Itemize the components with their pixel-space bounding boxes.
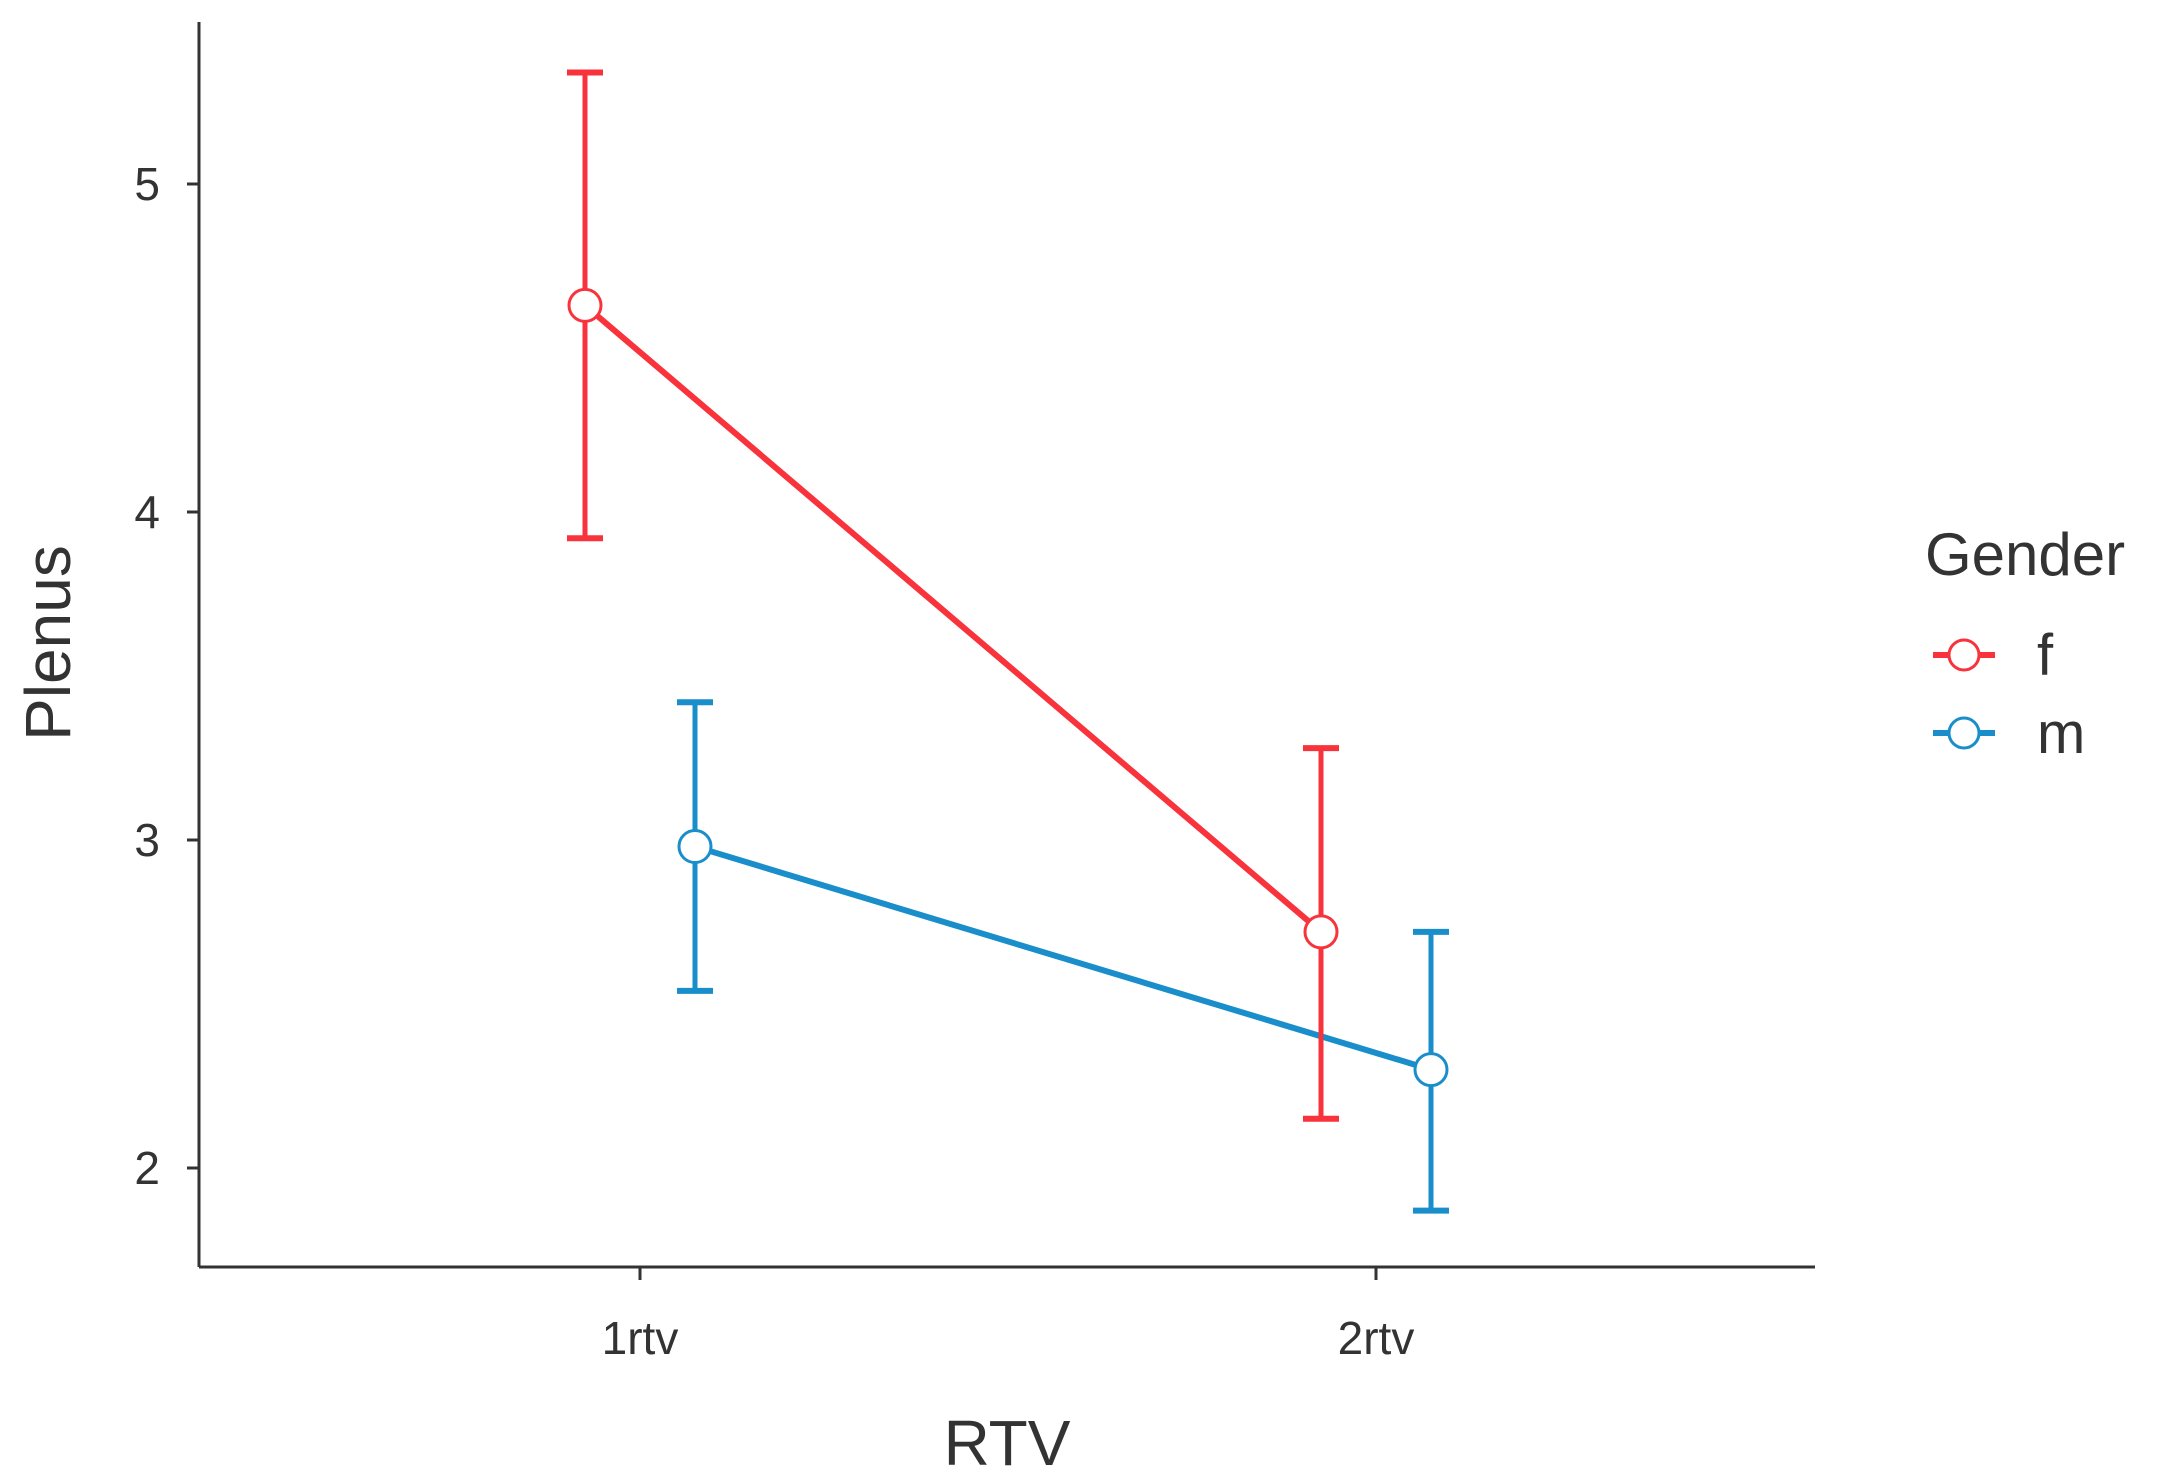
legend-title: Gender (1925, 521, 2125, 588)
legend-key-point (1947, 638, 1981, 672)
data-point-f (1303, 914, 1339, 950)
series-line-f (583, 303, 1323, 935)
series-layer (567, 69, 1449, 1214)
y-ticks: 2 3 4 5 (134, 158, 199, 1194)
y-tick-label: 2 (134, 1142, 160, 1194)
y-axis-title: Plenus (12, 545, 84, 741)
series-line-m (694, 843, 1432, 1073)
data-point-m (1413, 1052, 1449, 1088)
y-tick-label: 3 (134, 814, 160, 866)
legend-key-point (1947, 716, 1981, 750)
x-tick-label: 2rtv (1338, 1312, 1415, 1364)
data-point-m (677, 829, 713, 865)
x-axis-title: RTV (944, 1407, 1071, 1479)
x-tick-label: 1rtv (602, 1312, 679, 1364)
data-point-f (567, 287, 603, 323)
y-tick-label: 4 (134, 486, 160, 538)
legend: Gender fm (1925, 521, 2125, 766)
y-tick-label: 5 (134, 158, 160, 210)
legend-item-f: f (1933, 623, 2054, 688)
legend-label: f (2037, 623, 2054, 688)
x-ticks: 1rtv 2rtv (602, 1267, 1415, 1364)
axes (197, 22, 1815, 1269)
legend-item-m: m (1933, 701, 2085, 766)
legend-label: m (2037, 701, 2085, 766)
